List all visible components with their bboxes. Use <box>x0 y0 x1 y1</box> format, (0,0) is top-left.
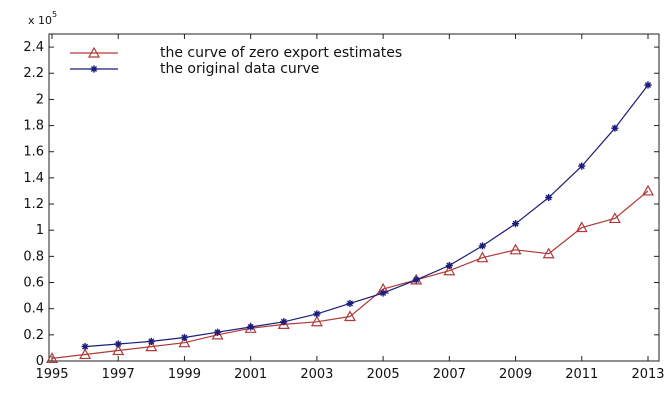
x-tick-label: 2007 <box>433 367 466 382</box>
y-tick-label: 2 <box>36 92 44 107</box>
data-point <box>178 336 191 348</box>
data-point <box>476 251 489 263</box>
data-point <box>608 212 621 224</box>
data-point <box>112 344 125 356</box>
series-line <box>85 84 649 348</box>
data-point <box>641 184 655 196</box>
x-tick-label: 2005 <box>367 367 400 382</box>
y-tick-label: 2.2 <box>23 66 44 81</box>
y-tick-label: 1.4 <box>23 171 44 186</box>
data-point <box>545 193 553 202</box>
y-axis: 0 0.2 0.4 0.6 0.8 1 1.2 1.4 1.6 1.8 2 2.2 2.4 <box>23 40 659 369</box>
y-tick-label: 0.4 <box>23 302 44 317</box>
legend-marker <box>87 46 101 58</box>
data-point <box>247 323 255 331</box>
data-point <box>114 340 122 348</box>
x-tick-label: 2013 <box>631 367 664 382</box>
y-scale-exponent: 5 <box>52 10 57 19</box>
data-point <box>343 310 357 322</box>
data-point <box>79 348 92 360</box>
y-tick-label: 1.8 <box>23 119 44 134</box>
data-point <box>542 247 555 259</box>
data-point <box>81 343 89 351</box>
series-line <box>51 190 649 359</box>
legend-marker <box>90 65 98 73</box>
data-point <box>611 124 619 132</box>
plot-area <box>48 33 660 362</box>
x-tick-label: 1995 <box>35 367 68 382</box>
data-point <box>511 220 520 228</box>
x-tick-label: 1999 <box>168 367 201 382</box>
series-2 <box>81 81 652 351</box>
x-tick-label: 1997 <box>102 367 135 382</box>
data-point <box>379 289 387 297</box>
y-tick-label: 0.2 <box>23 328 44 343</box>
y-scale-label: x 10 <box>28 14 52 27</box>
data-point <box>145 340 158 352</box>
data-point <box>443 264 456 276</box>
x-tick-label: 2009 <box>499 367 532 382</box>
data-point <box>310 315 323 327</box>
data-point <box>313 310 321 318</box>
series-layer <box>45 81 655 363</box>
y-tick-label: 1.6 <box>23 145 44 160</box>
data-point <box>412 276 420 284</box>
data-point <box>45 352 59 363</box>
x-axis: 1995 1997 1999 2001 2003 2005 2007 2009 2011 2013 <box>35 34 665 382</box>
y-tick-label: 0 <box>36 354 44 369</box>
y-tick-label: 1.2 <box>23 197 44 212</box>
x-tick-label: 2003 <box>300 367 333 382</box>
data-point <box>445 261 453 270</box>
data-point <box>213 328 222 336</box>
data-point <box>180 333 189 342</box>
y-tick-label: 0.6 <box>23 276 44 291</box>
legend-item: the original data curve <box>70 61 319 77</box>
data-point <box>478 242 487 250</box>
data-point <box>644 81 652 89</box>
data-point <box>147 337 155 345</box>
y-tick-label: 2.4 <box>23 40 44 55</box>
data-point <box>280 318 288 326</box>
data-point <box>578 162 586 170</box>
y-tick-label: 0.8 <box>23 249 44 264</box>
legend-item: the curve of zero export estimates <box>70 45 402 61</box>
legend-label: the original data curve <box>160 61 319 77</box>
legend-label: the curve of zero export estimates <box>160 45 402 61</box>
data-point <box>346 299 354 308</box>
data-point <box>509 243 522 255</box>
x-tick-label: 2011 <box>565 367 598 382</box>
y-tick-label: 1 <box>36 223 44 238</box>
data-point <box>575 221 588 233</box>
x-tick-label: 2001 <box>234 367 267 382</box>
